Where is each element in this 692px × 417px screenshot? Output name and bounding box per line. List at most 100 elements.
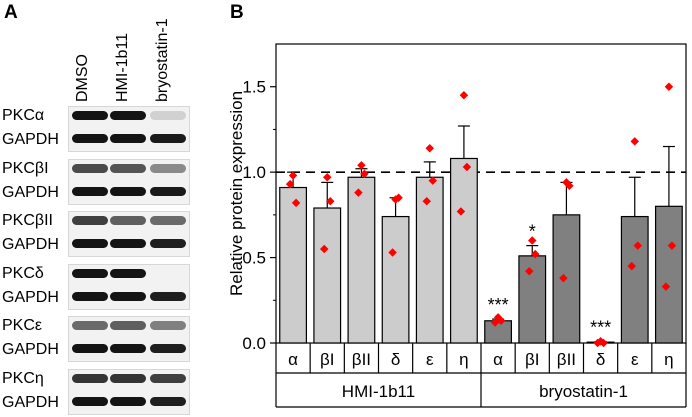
blot-band: [110, 321, 146, 330]
data-point: [360, 169, 369, 179]
blot-band: [150, 396, 186, 406]
blot-band: [150, 291, 186, 301]
data-point: [664, 82, 674, 91]
category-label: α: [493, 350, 503, 369]
bar: [313, 207, 342, 344]
blot-band: [72, 291, 108, 301]
blot-target-label: PKCε: [2, 317, 43, 334]
category-label: βII: [557, 350, 576, 369]
category-label: ε: [631, 350, 639, 369]
bar: [654, 205, 683, 344]
blot-band: [110, 186, 146, 196]
blot-band: [110, 291, 146, 301]
data-point: [661, 282, 671, 291]
blot-band: [72, 134, 108, 143]
data-point: [462, 162, 472, 172]
blot-target-label: PKCβI: [2, 159, 49, 177]
blot-band: [150, 321, 186, 330]
y-tick-label: 0.5: [242, 249, 266, 268]
blot-band: [72, 321, 108, 330]
bar: [279, 186, 308, 344]
blot-band: [110, 373, 146, 383]
data-point: [320, 244, 329, 254]
blot-band: [72, 268, 108, 278]
data-point: [630, 137, 639, 146]
data-point: [291, 198, 301, 208]
category-label: δ: [596, 350, 605, 369]
data-point: [456, 207, 466, 216]
blot-target-label: PKCη: [2, 369, 44, 387]
category-label: δ: [391, 350, 400, 369]
western-blot-panel: DMSO HMI-1b11 bryostatin-1 PKCα GAPDH PKCβ…: [0, 0, 195, 417]
blot-band: [150, 134, 186, 143]
significance-label: *: [529, 222, 536, 242]
blot-band: [110, 163, 146, 173]
data-point: [388, 248, 397, 257]
data-point: [525, 266, 534, 276]
y-tick-label: 1.5: [242, 78, 266, 97]
category-label: η: [459, 350, 468, 369]
blot-band: [72, 373, 108, 383]
data-point: [599, 338, 608, 348]
blot-band: [110, 111, 146, 120]
blot-band: [110, 344, 146, 353]
blot-band: [72, 239, 108, 248]
category-label: α: [288, 350, 298, 369]
group-label: bryostatin-1: [539, 382, 628, 401]
significance-label: ***: [590, 318, 611, 338]
data-point: [288, 171, 298, 180]
category-label: βI: [525, 350, 540, 369]
blot-band: [72, 344, 108, 353]
bar: [518, 255, 547, 344]
blot-band: [150, 163, 186, 173]
blot-band: [110, 239, 146, 248]
y-tick-label: 1.0: [242, 163, 266, 182]
blot-band: [150, 186, 186, 196]
bar: [381, 215, 410, 344]
blot-band: [110, 134, 146, 143]
significance-label: ***: [488, 295, 509, 315]
bar: [449, 157, 478, 344]
blot-band: [72, 163, 108, 173]
data-point: [425, 143, 434, 153]
blot-band: [110, 396, 146, 406]
category-label: ε: [426, 350, 434, 369]
panel-a-letter: A: [4, 2, 18, 23]
data-point: [496, 316, 506, 326]
data-point: [428, 176, 437, 185]
blot-target-label: PKCδ: [2, 264, 44, 282]
panel-b-letter: B: [230, 2, 244, 23]
category-label: βI: [320, 350, 335, 369]
bar: [415, 176, 444, 344]
blot-control-label: GAPDH: [2, 393, 59, 411]
blot-band: [150, 239, 186, 248]
blot-control-label: GAPDH: [2, 183, 59, 201]
blot-band: [72, 111, 108, 120]
data-point: [490, 318, 500, 327]
data-point: [354, 188, 363, 197]
bar: [347, 176, 376, 344]
data-point: [459, 91, 469, 100]
data-point: [422, 196, 431, 206]
blot-control-label: GAPDH: [2, 131, 59, 148]
group-label: HMI-1b11: [342, 382, 415, 401]
data-point: [285, 179, 295, 189]
blot-band: [150, 216, 186, 225]
bar: [484, 320, 513, 344]
blot-control-label: GAPDH: [2, 341, 59, 358]
blot-band: [110, 216, 146, 225]
blot-band: [150, 373, 186, 383]
data-point: [627, 261, 636, 271]
blot-band: [150, 344, 186, 353]
blot-control-label: GAPDH: [2, 236, 59, 253]
data-point: [357, 161, 366, 170]
blot-band: [150, 111, 186, 120]
blot-band: [110, 268, 146, 278]
blot-control-label: GAPDH: [2, 288, 59, 306]
category-label: βII: [352, 350, 371, 369]
blot-band: [72, 216, 108, 225]
blot-band: [72, 396, 108, 406]
bar: [620, 215, 649, 344]
blot-target-label: PKCα: [2, 107, 45, 124]
